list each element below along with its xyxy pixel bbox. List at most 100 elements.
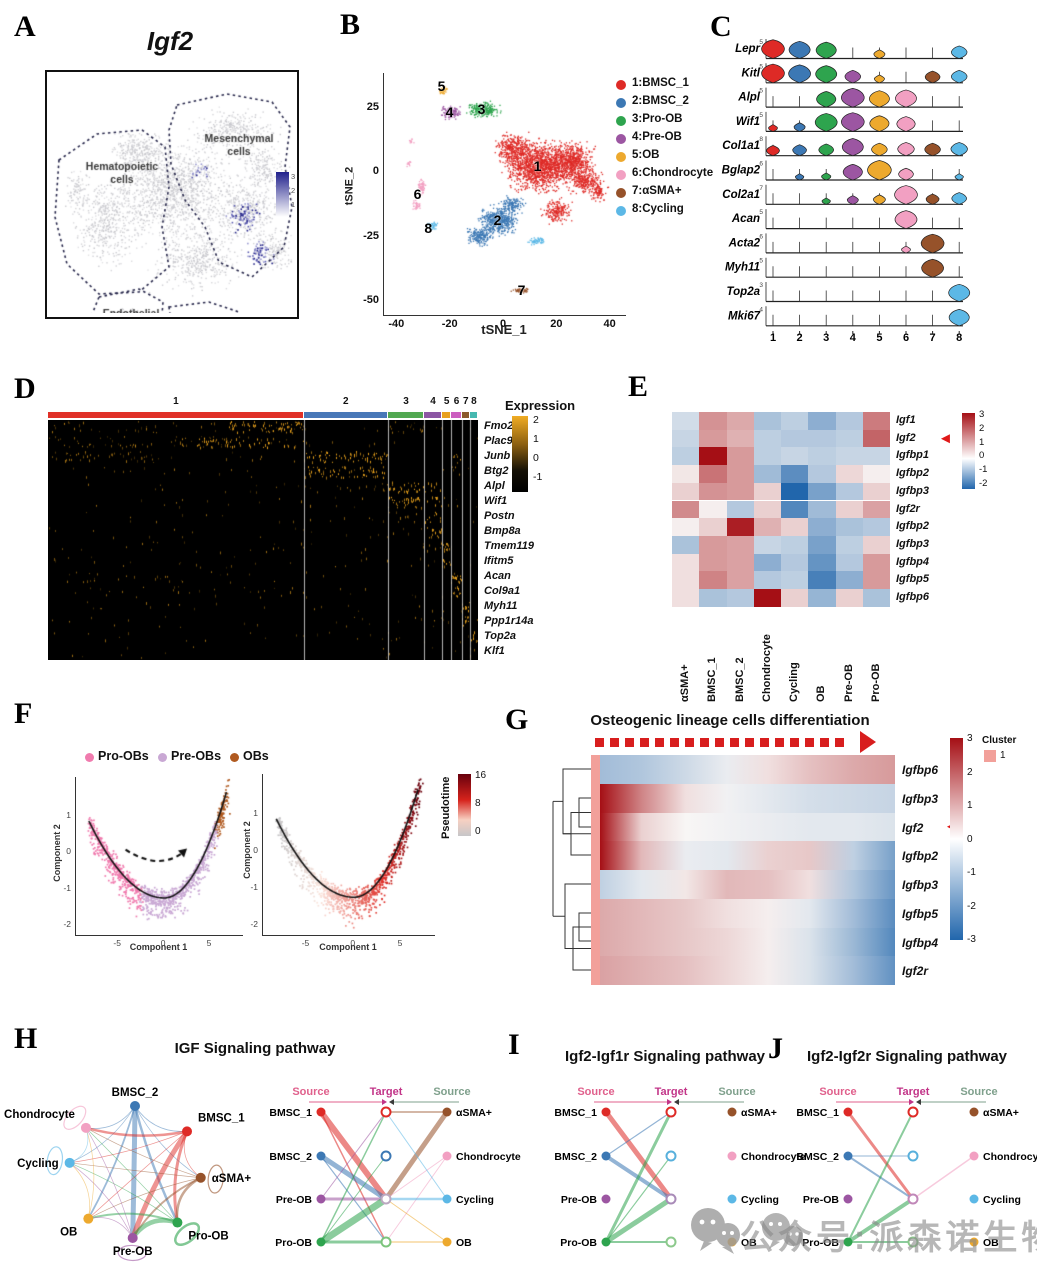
bipartite-left-node <box>316 1237 326 1247</box>
panel-letter-c: C <box>710 10 732 43</box>
panel-e-col-label: αSMA+ <box>679 664 691 702</box>
violin-shape <box>896 116 916 132</box>
panel-e-cell <box>835 535 863 554</box>
bipartite-right-node <box>442 1107 452 1117</box>
panel-g-arrow-dash <box>610 738 619 747</box>
panel-e-cell <box>726 518 754 536</box>
panel-g-arrow-head <box>860 731 876 753</box>
panel-f-ytick: -1 <box>250 881 258 892</box>
network-edge <box>88 1131 188 1219</box>
network-self-loop <box>207 1164 224 1194</box>
network-node <box>182 1126 193 1137</box>
panel-e-row-label: Igfbp2 <box>896 520 929 533</box>
panel-e-cell <box>699 589 727 607</box>
violin-shape <box>948 283 971 302</box>
violin-shape <box>951 69 968 84</box>
panel-e-row-label: Igfbp3 <box>896 537 929 550</box>
panel-f-legend-label: OBs <box>243 749 269 763</box>
bipartite-target-node <box>665 1106 677 1118</box>
bipartite-right-node <box>969 1237 979 1247</box>
panel-d-colorbar <box>512 416 528 492</box>
panel-e-cell <box>699 535 727 554</box>
bipartite-target-node <box>380 1150 392 1162</box>
panel-f-left-xlabel: Component 1 <box>129 942 188 952</box>
panel-letter-h: H <box>14 1022 38 1055</box>
panel-e-cell <box>753 482 781 501</box>
panel-d-colorbar-tick: 1 <box>533 433 539 445</box>
bipartite-link <box>320 1155 387 1243</box>
bipartite-left-node <box>601 1151 611 1161</box>
network-edge <box>88 1212 178 1224</box>
bipartite-left-node <box>843 1107 853 1117</box>
violin-shape <box>921 258 944 278</box>
violin-shape <box>948 309 970 327</box>
panel-letter-e: E <box>628 370 649 403</box>
bipartite-arrowhead-left <box>667 1099 672 1105</box>
bipartite-left-node <box>843 1237 853 1247</box>
panel-f-ytick: -2 <box>63 919 71 930</box>
panel-d-group-strip <box>424 412 441 418</box>
violin-shape <box>761 39 785 59</box>
bipartite-left-node <box>316 1194 326 1204</box>
panel-e-cell <box>862 482 890 501</box>
panel-h-bipartite: Source Target Source BMSC_1 BMSC_2 Pre-OB Pro-… <box>269 1086 521 1249</box>
panel-e-cell <box>699 482 727 501</box>
panel-a-colorbar <box>276 172 289 217</box>
panel-d-colorbar-tick: -1 <box>533 471 543 483</box>
panel-d-gene-label: Alpl <box>484 480 505 492</box>
panel-e-cell <box>726 571 754 589</box>
panel-f-xtick: 5 <box>397 938 403 948</box>
bipartite-right-label: αSMA+ <box>741 1107 777 1119</box>
panel-d-gene-label: Postn <box>484 510 515 522</box>
violin-gene-label: Wif1 <box>736 116 760 128</box>
violin-xtick: 1 <box>770 332 776 344</box>
panel-e-row-label: Igf2r <box>896 502 920 515</box>
panel-b-legend-dot <box>616 170 626 180</box>
panel-letter-d: D <box>14 372 36 405</box>
panel-b-legend-dot <box>616 98 626 108</box>
panel-g-heatmap-row <box>600 870 895 899</box>
bipartite-link <box>847 1111 914 1243</box>
panel-e-cell <box>835 482 863 501</box>
panel-b-cluster-number: 1 <box>533 157 542 174</box>
panel-e-colorbar-tick: 3 <box>979 409 985 420</box>
violin-shape <box>841 112 865 132</box>
panel-g-row-label: Igfbp5 <box>902 906 938 921</box>
panel-h-circle-network: BMSC_2 BMSC_1 αSMA+ Pro-OB Pre-OB OB Cycling Ch… <box>4 1087 251 1262</box>
network-edge <box>69 1162 201 1179</box>
panel-e-cell <box>808 518 836 536</box>
violin-shape <box>873 194 886 205</box>
panel-d-gene-label: Top2a <box>484 630 516 642</box>
panel-g-arrow-dash <box>760 738 769 747</box>
violin-gene-label: Acan <box>731 213 760 225</box>
violin-shape <box>894 185 918 205</box>
network-node-label: OB <box>60 1227 77 1239</box>
panel-g-row-label: Igfbp3 <box>902 878 938 892</box>
violin-shape <box>873 74 885 84</box>
bipartite-left-label: Pre-OB <box>561 1194 598 1206</box>
network-edge <box>183 1131 201 1179</box>
panel-b-xlabel: tSNE_1 <box>481 322 527 337</box>
panel-f-xtick: 0 <box>160 938 166 948</box>
network-node-label: Pre-OB <box>113 1246 153 1258</box>
bipartite-left-node <box>843 1194 853 1204</box>
panel-b-legend-label: 7:αSMA+ <box>632 185 682 197</box>
violin-xtick: 2 <box>797 332 803 344</box>
panel-e-cell <box>862 571 890 589</box>
panel-d-group-number: 8 <box>471 396 477 407</box>
panel-g-row-label: Igfbp3 <box>902 791 938 806</box>
bipartite-right-label: Chondrocyte <box>741 1151 806 1163</box>
network-edge <box>130 1129 190 1239</box>
bipartite-target-node <box>907 1193 919 1205</box>
bipartite-link <box>317 1195 390 1246</box>
panel-d-group-number: 3 <box>403 396 409 407</box>
violin-shape <box>841 88 865 108</box>
bipartite-link <box>385 1111 448 1200</box>
panel-e-row-label: Igfbp1 <box>896 449 929 462</box>
bipartite-header-target: Target <box>897 1086 930 1098</box>
network-edge <box>130 1105 138 1239</box>
panel-d-group-strip <box>387 412 424 418</box>
panel-b-xtick: 0 <box>499 318 507 330</box>
panel-e-cell <box>808 465 836 483</box>
bipartite-right-node <box>969 1107 979 1117</box>
